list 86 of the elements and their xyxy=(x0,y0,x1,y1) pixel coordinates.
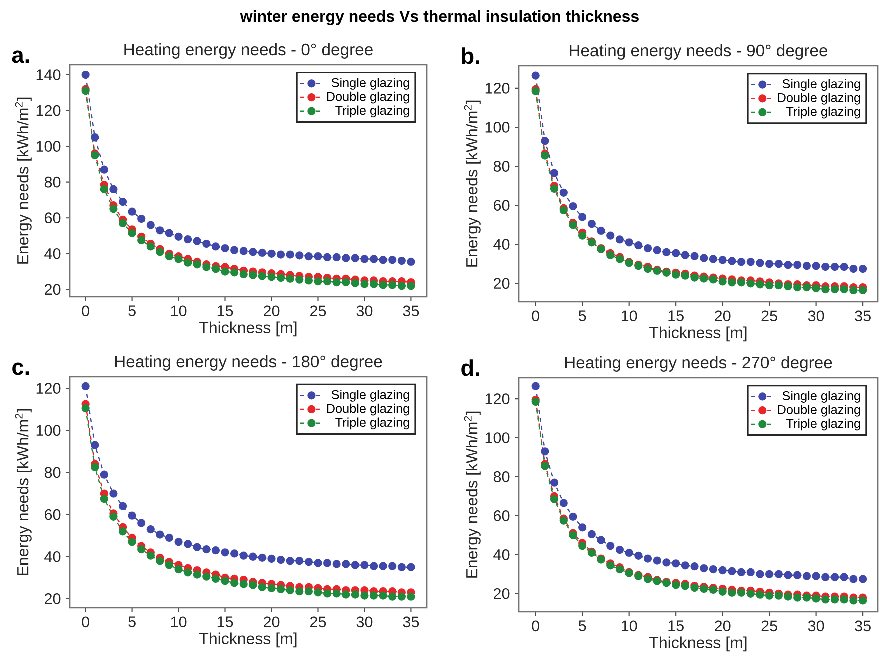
y-tick-label: 120 xyxy=(36,383,61,394)
y-axis-title: Energy needs [kWh/m$^{2}$] xyxy=(464,412,481,578)
y-axis-title: Energy needs [kWh/m$^{2}$] xyxy=(15,98,32,264)
x-tick-label: 0 xyxy=(532,310,540,322)
legend-label: Triple glazing xyxy=(786,106,860,119)
legend-label: Single glazing xyxy=(332,78,410,90)
x-tick-label: 5 xyxy=(128,616,136,628)
y-tick-label: 40 xyxy=(494,239,510,250)
y-tick-label: 80 xyxy=(44,176,61,188)
y-tick-label: 100 xyxy=(486,122,510,133)
x-tick-label: 10 xyxy=(171,306,187,317)
legend-label: Triple glazing xyxy=(336,418,410,430)
legend-label: Double glazing xyxy=(327,404,410,416)
x-tick-label: 15 xyxy=(218,616,234,628)
y-tick-label: 120 xyxy=(486,394,510,404)
text: d. xyxy=(462,360,480,376)
x-tick-label: 15 xyxy=(218,306,234,316)
x-tick-label: 5 xyxy=(128,306,136,316)
x-tick-label: 35 xyxy=(403,616,420,628)
y-tick-label: 40 xyxy=(494,549,510,560)
x-tick-label: 35 xyxy=(403,306,420,317)
chart-title: Heating energy needs - 180° degree xyxy=(115,355,382,371)
x-tick-label: 0 xyxy=(82,616,90,628)
y-tick-label: 60 xyxy=(45,509,61,520)
y-tick-label: 20 xyxy=(45,284,61,296)
x-tick-label: 25 xyxy=(310,616,326,628)
x-tick-label: 10 xyxy=(622,310,638,322)
x-tick-label: 30 xyxy=(808,620,824,632)
x-tick-label: 10 xyxy=(171,616,187,628)
x-tick-label: 10 xyxy=(622,620,638,632)
text: a. xyxy=(12,50,30,64)
x-tick-label: 30 xyxy=(356,306,373,317)
y-tick-label: 100 xyxy=(36,141,61,152)
x-tick-label: 0 xyxy=(532,620,540,632)
x-axis-title: Thickness [m] xyxy=(650,636,747,652)
y-tick-label: 80 xyxy=(494,472,510,482)
x-tick-label: 20 xyxy=(264,616,280,628)
x-tick-label: 25 xyxy=(310,306,326,317)
y-tick-label: 120 xyxy=(486,83,510,94)
y-tick-label: 80 xyxy=(44,467,61,478)
y-tick-label: 80 xyxy=(494,161,510,172)
y-axis-title: Energy needs [kWh/m$^{2}$] xyxy=(15,409,32,576)
y-tick-label: 100 xyxy=(36,425,61,436)
x-tick-label: 15 xyxy=(668,620,684,632)
x-tick-label: 35 xyxy=(855,310,871,322)
y-tick-label: 40 xyxy=(44,551,61,562)
y-tick-label: 20 xyxy=(45,594,61,604)
x-tick-label: 20 xyxy=(715,310,731,322)
x-tick-label: 15 xyxy=(668,310,684,322)
x-tick-label: 20 xyxy=(264,306,280,317)
chart-title: Heating energy needs - 90° degree xyxy=(570,44,828,60)
x-tick-label: 30 xyxy=(808,310,824,322)
y-tick-label: 120 xyxy=(36,105,61,116)
x-tick-label: 25 xyxy=(762,620,778,632)
x-tick-label: 0 xyxy=(82,306,90,317)
x-tick-label: 5 xyxy=(578,620,586,632)
chart-title: Heating energy needs - 0° degree xyxy=(124,43,373,59)
y-tick-label: 20 xyxy=(494,278,510,290)
legend-label: Double glazing xyxy=(327,92,410,104)
x-tick-label: 5 xyxy=(578,310,586,322)
chart-title: Heating energy needs - 270° degree xyxy=(565,356,832,372)
legend-label: Single glazing xyxy=(782,391,860,403)
x-tick-label: 35 xyxy=(855,620,871,632)
y-tick-label: 60 xyxy=(494,510,510,522)
legend-label: Double glazing xyxy=(778,404,860,417)
y-tick-label: 140 xyxy=(36,70,61,80)
legend-label: Single glazing xyxy=(782,79,860,92)
legend-label: Triple glazing xyxy=(786,418,860,431)
legend-label: Single glazing xyxy=(332,390,410,402)
y-tick-label: 60 xyxy=(494,200,510,211)
y-tick-label: 100 xyxy=(486,432,510,444)
y-tick-label: 20 xyxy=(494,588,510,600)
x-tick-label: 20 xyxy=(715,620,731,632)
text: b. xyxy=(462,48,480,64)
text: winter energy needs Vs thermal insulation thickness xyxy=(240,10,639,26)
legend-label: Double glazing xyxy=(778,93,860,105)
x-tick-label: 25 xyxy=(762,310,778,322)
y-tick-label: 40 xyxy=(44,248,61,260)
x-axis-title: Thickness [m] xyxy=(200,632,297,648)
text: c. xyxy=(12,362,30,376)
y-axis-title: Energy needs [kWh/m$^{2}$] xyxy=(464,100,481,267)
y-tick-label: 60 xyxy=(45,212,61,224)
x-axis-title: Thickness [m] xyxy=(650,326,747,342)
legend-label: Triple glazing xyxy=(336,106,410,118)
x-axis-title: Thickness [m] xyxy=(200,322,297,337)
x-tick-label: 30 xyxy=(356,616,373,628)
